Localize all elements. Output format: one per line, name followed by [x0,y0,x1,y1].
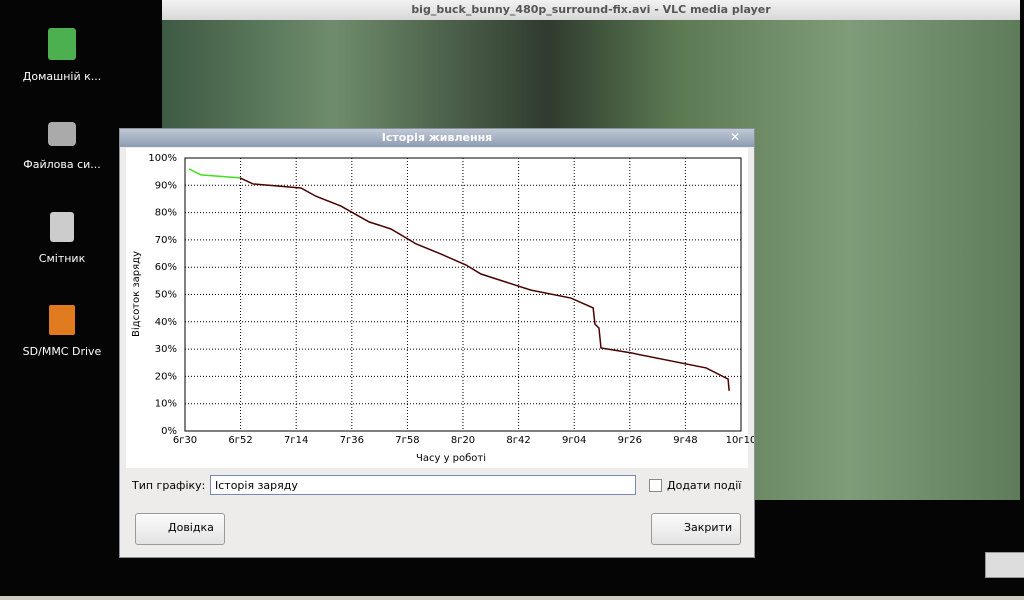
y-tick-label: 80% [155,208,177,219]
x-tick-label: 6г30 [173,435,197,446]
close-x[interactable]: ✕ [730,130,741,144]
y-tick-label: 90% [155,180,177,191]
y-tick-label: 0% [161,426,177,437]
checkbox-label[interactable]: Додати події [667,479,742,492]
y-tick-label: 50% [155,290,177,301]
line [239,177,730,391]
y-tick-label: 10% [155,399,177,410]
x-tick-label: 9г26 [618,435,642,446]
tray-flag[interactable] [985,552,1024,578]
icon-image [48,122,76,146]
icon-label: Домашній к... [22,70,102,83]
y-tick-label: 70% [155,235,177,246]
icon-label: Файлова си... [23,158,101,171]
chart: Часу у роботі Відсоток заряду 0% 10% 20% 30… [130,153,754,464]
x-tick-label: 7г14 [284,435,308,446]
close-button[interactable]: Закрити [651,513,741,545]
x-tick-label: 9г48 [673,435,697,446]
icon-image [49,305,75,335]
icon-image [50,212,74,242]
panel [0,596,1024,600]
x-tick-label: 9г04 [562,435,586,446]
x-axis-label: Часу у роботі [416,452,486,464]
help-button[interactable]: Довідка [135,513,225,545]
icon-label: SD/MMC Drive [22,345,102,358]
y-tick-label: 60% [155,262,177,273]
graph-type-label: Тип графіку: [132,479,206,492]
y-axis-label: Відсоток заряду [130,251,142,337]
y-tick-label: 30% [155,344,177,355]
dialog-title[interactable]: Історія живлення [120,129,754,147]
graph-type-select[interactable]: Історія заряду [210,475,636,495]
x-tick-label: 8г42 [506,435,530,446]
x-tick-label: 7г36 [340,435,364,446]
vlc-titlebar[interactable]: big_buck_bunny_480p_surround-fix.avi - V… [162,0,1020,20]
desktop-icon[interactable]: Файлова си... [12,122,112,171]
desktop-icon[interactable]: SD/MMC Drive [12,305,112,358]
x-tick-label: 10г10 [726,435,754,446]
line [188,168,241,179]
x-tick-label: 8г20 [451,435,475,446]
y-tick-label: 20% [155,371,177,382]
icon-label: Смітник [38,252,86,265]
dialog: Історія живлення ✕ Часу у роботі Відсото… [119,128,755,558]
desktop-icon[interactable]: Смітник [12,212,112,265]
y-tick-label: 40% [155,317,177,328]
icon-image [48,28,76,60]
checkbox[interactable] [649,479,662,492]
x-tick-label: 7г58 [395,435,419,446]
desktop-icon[interactable]: Домашній к... [12,28,112,83]
y-tick-label: 100% [148,153,177,164]
x-tick-label: 6г52 [228,435,252,446]
plot-area [184,157,742,432]
